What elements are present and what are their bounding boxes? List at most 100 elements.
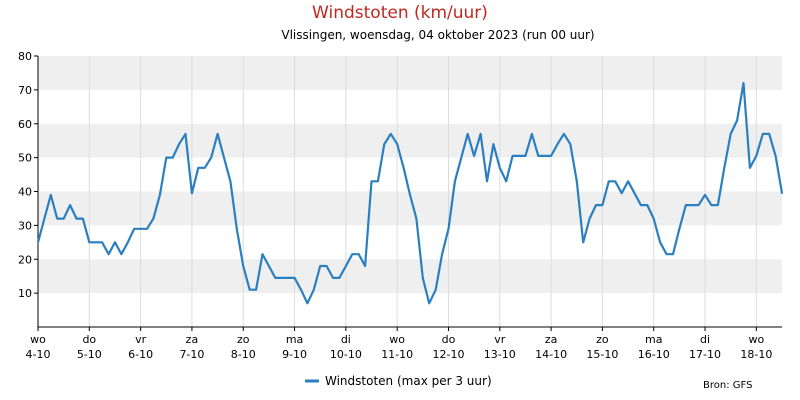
data-point: [338, 277, 341, 279]
x-tick-label-day: wo: [748, 333, 764, 346]
data-point: [646, 204, 649, 206]
data-point: [761, 133, 764, 135]
data-point: [223, 156, 225, 159]
grid-band: [38, 123, 782, 158]
data-point: [274, 277, 277, 279]
data-point: [550, 155, 552, 157]
x-tick-label-date: 13-10: [484, 348, 516, 361]
data-point: [88, 241, 91, 244]
data-point: [672, 253, 674, 255]
data-point: [165, 156, 168, 159]
data-point: [82, 217, 84, 220]
x-tick-label-day: wo: [30, 333, 46, 346]
y-tick-label: 30: [18, 219, 32, 232]
data-point: [505, 180, 508, 183]
data-point: [255, 288, 257, 291]
data-point: [248, 288, 251, 291]
gridlines: [37, 56, 757, 327]
x-tick-label-day: zo: [596, 333, 609, 346]
y-tick-label: 70: [18, 84, 32, 97]
x-tick-label-day: ma: [286, 333, 303, 346]
grid-band: [38, 56, 782, 90]
data-point: [543, 155, 546, 157]
data-point: [402, 166, 405, 169]
data-point: [184, 133, 187, 135]
data-point: [114, 241, 116, 244]
data-point: [768, 133, 770, 135]
data-point: [287, 277, 289, 279]
x-tick-label-day: do: [442, 333, 456, 346]
data-point: [268, 265, 270, 267]
data-point: [614, 180, 617, 183]
x-tick-label-date: 9-10: [282, 348, 307, 361]
data-point: [531, 133, 533, 135]
data-point: [434, 288, 437, 291]
data-point: [447, 227, 450, 230]
data-point: [781, 192, 783, 194]
data-point: [486, 180, 488, 183]
x-tick-label-day: zo: [237, 333, 250, 346]
data-point: [473, 155, 475, 157]
data-point: [492, 143, 495, 145]
data-point: [749, 166, 751, 169]
x-tick-label-date: 14-10: [535, 348, 567, 361]
data-point: [595, 204, 597, 206]
data-point: [659, 241, 661, 244]
data-point: [139, 227, 142, 230]
data-point: [101, 241, 103, 244]
data-point: [203, 166, 206, 169]
data-point: [94, 241, 97, 244]
x-tick-label-date: 6-10: [128, 348, 153, 361]
y-tick-label: 50: [18, 152, 32, 165]
data-point: [345, 265, 347, 267]
x-tick-label-date: 7-10: [179, 348, 204, 361]
x-tick-label-day: vr: [494, 333, 506, 346]
data-point: [383, 143, 386, 145]
data-point: [556, 143, 559, 145]
data-point: [370, 180, 373, 183]
data-point: [293, 277, 296, 279]
data-point: [717, 204, 719, 206]
data-point: [640, 204, 642, 206]
x-tick-label-date: 4-10: [26, 348, 51, 361]
data-point: [575, 180, 578, 183]
y-tick-label: 20: [18, 253, 32, 266]
data-point: [242, 265, 245, 267]
data-point: [582, 241, 584, 244]
x-tick-label-day: vr: [135, 333, 147, 346]
data-point: [62, 217, 65, 220]
data-point: [178, 143, 180, 145]
data-point: [710, 204, 713, 206]
data-point: [319, 265, 322, 267]
x-tick-label-date: 5-10: [77, 348, 102, 361]
data-point: [325, 265, 328, 267]
data-point: [755, 155, 758, 157]
series-layer: [36, 81, 784, 305]
data-point: [261, 253, 264, 255]
data-point: [351, 253, 354, 255]
x-tick-label-day: za: [545, 333, 558, 346]
data-point: [460, 156, 463, 159]
legend: Windstoten (max per 3 uur): [305, 374, 492, 388]
data-point: [633, 192, 636, 194]
data-point: [210, 156, 212, 159]
data-point: [665, 253, 668, 255]
data-point: [441, 253, 443, 255]
data-point: [75, 217, 78, 220]
data-point: [454, 180, 456, 183]
data-point: [152, 217, 155, 220]
data-point: [280, 277, 283, 279]
data-point: [159, 194, 161, 196]
chart-title: Windstoten (km/uur): [312, 3, 488, 23]
data-point: [300, 288, 302, 291]
x-tick-label-date: 12-10: [432, 348, 464, 361]
data-point: [120, 253, 123, 255]
data-point: [357, 253, 360, 255]
data-point: [107, 253, 110, 255]
data-point: [69, 204, 71, 206]
x-tick-label-date: 18-10: [740, 348, 772, 361]
x-tick-label-day: do: [82, 333, 96, 346]
data-point: [216, 133, 219, 135]
data-point: [312, 288, 315, 291]
